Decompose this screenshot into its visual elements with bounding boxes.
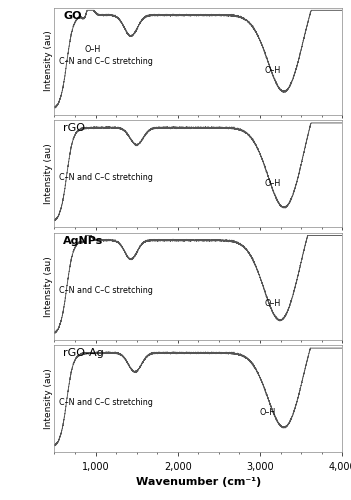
Y-axis label: Intensity (au): Intensity (au) (44, 256, 53, 316)
Text: O–H: O–H (264, 179, 280, 188)
X-axis label: Wavenumber (cm⁻¹): Wavenumber (cm⁻¹) (136, 477, 261, 487)
Text: O–H: O–H (264, 299, 280, 308)
Text: AgNPs: AgNPs (63, 236, 103, 246)
Text: O–H: O–H (260, 408, 276, 417)
Text: O–H: O–H (264, 66, 280, 76)
Text: C–N and C–C stretching: C–N and C–C stretching (59, 173, 153, 182)
Y-axis label: Intensity (au): Intensity (au) (44, 144, 53, 204)
Text: C–N and C–C stretching: C–N and C–C stretching (59, 398, 153, 407)
Text: rGO-Ag: rGO-Ag (63, 348, 104, 358)
Text: C–N and C–C stretching: C–N and C–C stretching (59, 57, 153, 66)
Text: O–H: O–H (85, 46, 101, 54)
Y-axis label: Intensity (au): Intensity (au) (44, 368, 53, 430)
Text: C–N and C–C stretching: C–N and C–C stretching (59, 286, 153, 295)
Text: rGO: rGO (63, 124, 85, 134)
Y-axis label: Intensity (au): Intensity (au) (44, 30, 53, 92)
Text: GO: GO (63, 10, 81, 20)
